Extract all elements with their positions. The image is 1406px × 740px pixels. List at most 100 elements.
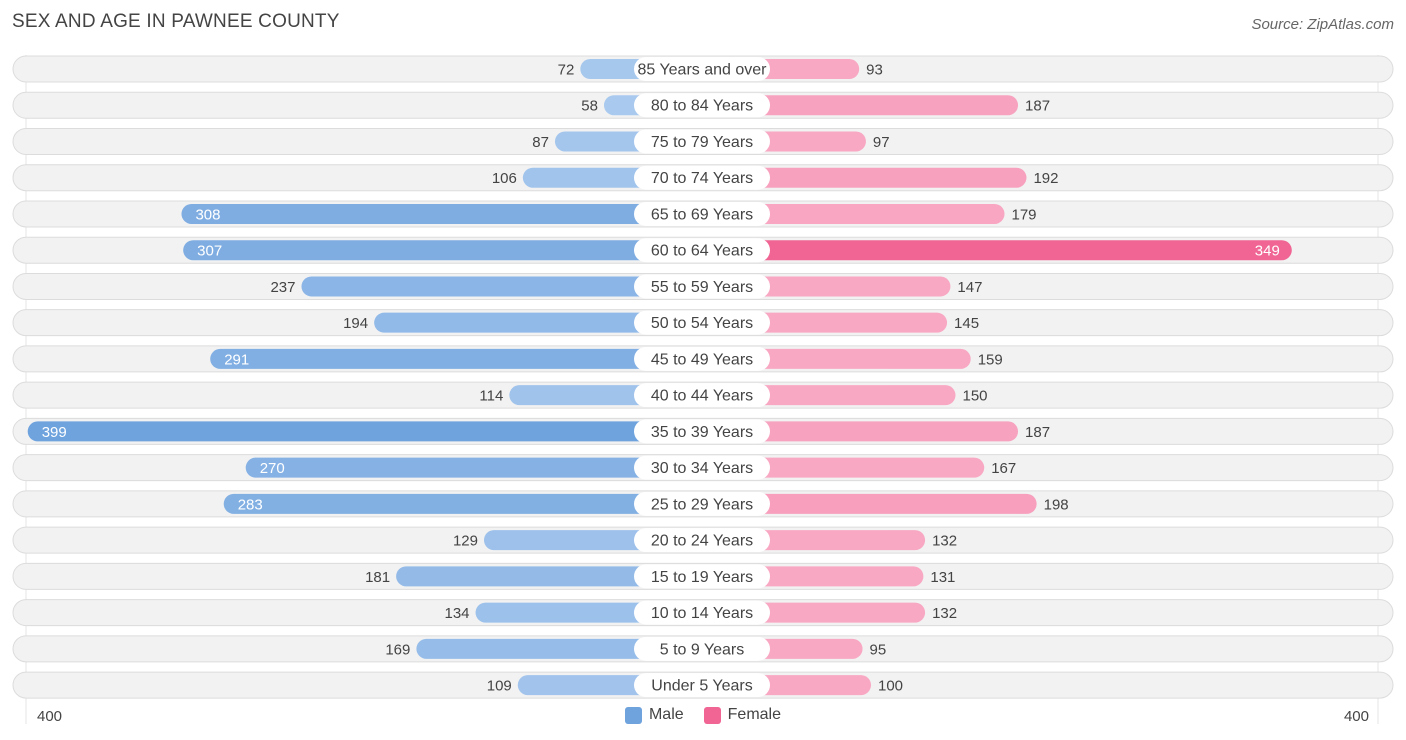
bar-female <box>702 457 985 478</box>
value-label-female: 187 <box>1025 98 1050 115</box>
value-label-female: 132 <box>932 605 957 622</box>
category-label-background <box>634 455 770 480</box>
value-label-female: 349 <box>1255 243 1280 260</box>
category-label-background <box>634 491 770 516</box>
bar-male <box>181 203 703 224</box>
row-4: 308 179 65 to 69 Years <box>12 200 1394 228</box>
value-label-female: 95 <box>870 641 887 658</box>
value-label-female: 187 <box>1025 424 1050 441</box>
bar-male <box>210 348 702 369</box>
category-label-background <box>634 346 770 371</box>
row-8: 291 159 45 to 49 Years <box>12 345 1394 373</box>
value-label-male: 87 <box>532 134 549 151</box>
category-label: Under 5 Years <box>651 678 752 695</box>
row-9: 114 150 40 to 44 Years <box>12 381 1394 409</box>
category-label-background <box>634 528 770 553</box>
category-label: 80 to 84 Years <box>651 98 753 115</box>
value-label-female: 167 <box>991 460 1016 477</box>
value-label-female: 179 <box>1012 206 1037 223</box>
bar-female <box>702 493 1037 514</box>
category-label: 70 to 74 Years <box>651 170 753 187</box>
category-label: 50 to 54 Years <box>651 315 753 332</box>
value-label-female: 145 <box>954 315 979 332</box>
value-label-female: 198 <box>1044 496 1069 513</box>
row-0: 72 93 85 Years and over <box>12 55 1394 83</box>
value-label-male: 194 <box>343 315 368 332</box>
category-label: 85 Years and over <box>638 62 768 79</box>
category-label-background <box>634 165 770 190</box>
row-16: 169 95 5 to 9 Years <box>12 635 1394 663</box>
category-label-background <box>634 564 770 589</box>
category-label-background <box>634 673 770 698</box>
value-label-female: 192 <box>1033 170 1058 187</box>
row-2: 87 97 75 to 79 Years <box>12 127 1394 155</box>
category-label-background <box>634 636 770 661</box>
value-label-male: 181 <box>365 569 390 586</box>
row-7: 194 145 50 to 54 Years <box>12 309 1394 337</box>
value-label-male: 134 <box>445 605 470 622</box>
row-13: 129 132 20 to 24 Years <box>12 526 1394 554</box>
category-label-background <box>634 57 770 81</box>
value-label-male: 58 <box>581 98 598 115</box>
x-axis-tick-left: 400 <box>37 708 63 725</box>
category-label: 60 to 64 Years <box>651 243 753 260</box>
category-label-background <box>634 600 770 625</box>
category-label: 5 to 9 Years <box>660 641 745 658</box>
row-5: 307 349 60 to 64 Years <box>12 236 1394 264</box>
value-label-female: 132 <box>932 533 957 550</box>
row-10: 399 187 35 to 39 Years <box>12 417 1394 445</box>
row-1: 58 187 80 to 84 Years <box>12 91 1394 119</box>
value-label-male: 308 <box>195 206 220 223</box>
value-label-female: 131 <box>930 569 955 586</box>
value-label-male: 114 <box>479 388 503 405</box>
category-label-background <box>634 274 770 299</box>
value-label-male: 307 <box>197 243 222 260</box>
bar-male <box>396 566 702 587</box>
category-label: 65 to 69 Years <box>651 206 753 223</box>
category-label-background <box>634 93 770 118</box>
bar-male <box>416 638 702 659</box>
bar-male <box>301 276 702 297</box>
category-label-background <box>634 419 770 444</box>
row-15: 134 132 10 to 14 Years <box>12 599 1394 627</box>
category-label-background <box>634 238 770 263</box>
value-label-male: 399 <box>42 424 67 441</box>
value-label-female: 100 <box>878 678 903 695</box>
value-label-female: 150 <box>963 388 988 405</box>
bar-female <box>702 348 971 369</box>
category-label: 25 to 29 Years <box>651 496 753 513</box>
row-17: 109 100 Under 5 Years <box>12 671 1394 699</box>
legend-swatch-female <box>703 706 721 724</box>
value-label-male: 169 <box>385 641 410 658</box>
category-label-background <box>634 383 770 408</box>
category-label: 45 to 49 Years <box>651 351 753 368</box>
bar-male <box>27 421 702 442</box>
legend-swatch-male <box>624 706 642 724</box>
category-label-background <box>634 129 770 154</box>
row-12: 283 198 25 to 29 Years <box>12 490 1394 518</box>
value-label-male: 129 <box>453 533 478 550</box>
category-label: 20 to 24 Years <box>651 533 753 550</box>
value-label-female: 97 <box>873 134 890 151</box>
bar-male <box>183 240 703 261</box>
row-11: 270 167 30 to 34 Years <box>12 454 1394 482</box>
value-label-female: 159 <box>978 351 1003 368</box>
bar-female <box>702 240 1292 261</box>
row-6: 237 147 55 to 59 Years <box>12 272 1394 300</box>
bar-female <box>702 95 1019 116</box>
value-label-male: 237 <box>270 279 295 296</box>
chart-source: Source: ZipAtlas.com <box>1251 16 1394 33</box>
category-label: 35 to 39 Years <box>651 424 753 441</box>
value-label-male: 291 <box>224 351 249 368</box>
bar-male <box>245 457 702 478</box>
legend-label-female: Female <box>727 706 782 723</box>
value-label-male: 106 <box>492 170 517 187</box>
bar-female <box>702 167 1027 188</box>
category-label: 30 to 34 Years <box>651 460 753 477</box>
x-axis-tick-right: 400 <box>1343 708 1369 725</box>
chart-legend: Male Female <box>0 706 1406 724</box>
chart-title: SEX AND AGE IN PAWNEE COUNTY <box>12 11 340 32</box>
category-label-background <box>634 310 770 335</box>
bar-female <box>702 203 1005 224</box>
